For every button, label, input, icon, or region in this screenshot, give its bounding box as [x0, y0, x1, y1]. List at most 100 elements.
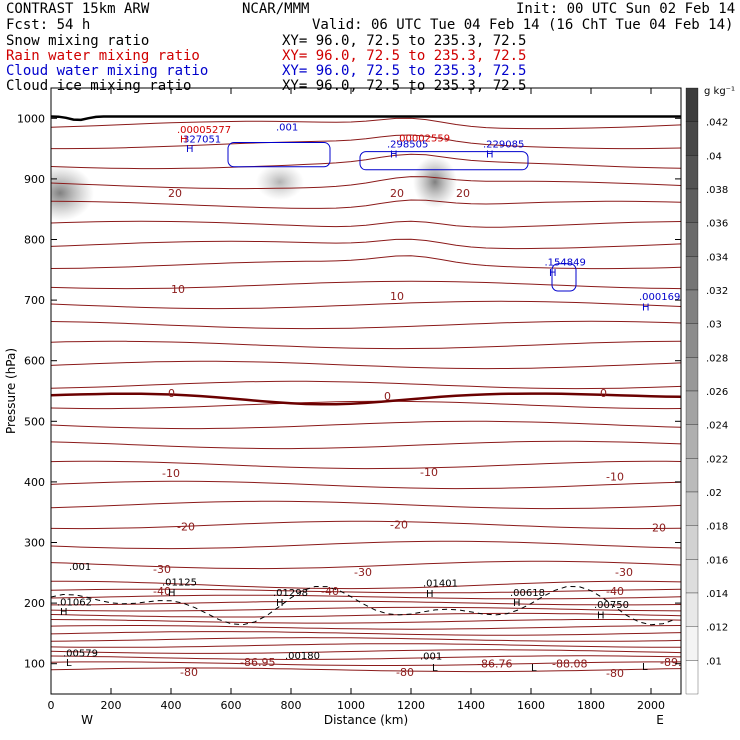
snow-ice-label: H: [60, 607, 68, 618]
colorbar-tick-label: .032: [706, 286, 728, 297]
isotherm-line: [51, 520, 681, 530]
isotherm-line: [51, 643, 681, 648]
isotherm-line: [51, 594, 681, 600]
temperature-label: 20: [390, 187, 404, 200]
temperature-label: 10: [171, 283, 185, 296]
shaded-max: [256, 164, 304, 200]
temperature-label: -30: [615, 566, 633, 579]
cloud-ice-contour: [51, 585, 676, 626]
x-tick-label: 2000: [637, 699, 665, 712]
colorbar-segment: [685, 87, 699, 122]
temperature-label: -88.08: [552, 657, 587, 670]
colorbar-segment: [685, 323, 699, 358]
colorbar-tick-label: .022: [706, 454, 728, 465]
colorbar-tick-label: .028: [706, 353, 728, 364]
isotherm-line: [51, 153, 681, 170]
isotherm-line: [51, 649, 681, 654]
west-label: W: [81, 713, 93, 727]
temperature-label: -10: [420, 466, 438, 479]
temperature-label: -20: [177, 520, 195, 533]
temperature-label: -30: [153, 563, 171, 576]
isotherm-line: [51, 238, 681, 250]
cloud-water-label: H: [186, 144, 194, 155]
zero-isotherm: [51, 392, 681, 406]
snow-ice-label: H: [168, 588, 176, 599]
colorbar-unit: g kg⁻¹: [704, 86, 735, 97]
institution: NCAR/MMM: [242, 1, 309, 17]
snow-ice-label: H: [276, 598, 284, 609]
temperature-label: -10: [606, 471, 624, 484]
y-tick-label: 800: [24, 234, 45, 247]
field-label: Cloud ice mixing ratio: [6, 78, 191, 94]
colorbar-segment: [685, 289, 699, 324]
colorbar-segment: [685, 525, 699, 560]
isotherm-line: [51, 612, 681, 618]
east-label: E: [656, 713, 664, 727]
y-tick-label: 200: [24, 597, 45, 610]
snow-ice-label: H: [597, 610, 605, 621]
colorbar-tick-label: .01: [706, 656, 722, 667]
x-tick-label: 0: [48, 699, 55, 712]
cloud-water-label: H: [549, 268, 557, 279]
colorbar: .042 .04 .038 .036 .034 .032 .03 .028 .026 .024 .0…: [685, 87, 728, 695]
isotherm-line: [51, 637, 681, 642]
colorbar-segment: [685, 222, 699, 257]
field-xy: XY= 96.0, 72.5 to 235.3, 72.5: [282, 48, 526, 64]
temperature-label: 0: [600, 387, 607, 400]
isotherm-line: [51, 134, 681, 150]
colorbar-tick-label: .04: [706, 151, 722, 162]
x-tick-label: 400: [161, 699, 182, 712]
isotherm-line: [51, 480, 681, 490]
isotherm-line: [51, 420, 681, 430]
cloud-water-label: .229085: [483, 139, 524, 150]
isotherm-line: [51, 380, 681, 390]
snow-ice-label: L: [66, 658, 72, 669]
temperature-label: 0: [384, 390, 391, 403]
isotherm-line: [51, 280, 681, 290]
field-label: Rain water mixing ratio: [6, 48, 200, 64]
temperature-label: -89.73: [660, 656, 695, 669]
temperature-label: -86.76: [477, 657, 512, 670]
y-tick-label: 500: [24, 415, 45, 428]
colorbar-segment: [685, 559, 699, 594]
colorbar-segment: [685, 256, 699, 291]
x-tick-label: 600: [221, 699, 242, 712]
isotherm-line: [51, 580, 681, 590]
isotherm-line: [51, 625, 681, 630]
theta-contours: [51, 115, 681, 673]
isotherm-line: [51, 600, 681, 606]
temperature-label: -20: [390, 519, 408, 532]
axes: 0 200 400 600 800 1000 1200 1400 1600 1800 2000100…: [17, 88, 681, 712]
isotherm-line: [51, 400, 681, 410]
isotherm-line: [51, 619, 681, 624]
model-title: CONTRAST 15km ARW: [6, 1, 150, 17]
cloud-water-label: H: [390, 150, 398, 161]
y-tick-label: 300: [24, 537, 45, 550]
colorbar-segment: [685, 660, 699, 695]
y-tick-label: 400: [24, 476, 45, 489]
snow-ice-label: .001: [69, 562, 91, 573]
colorbar-tick-label: .014: [706, 589, 728, 600]
isotherm-line: [51, 631, 681, 636]
rain-label: .00002559: [396, 133, 450, 144]
y-tick-label: 900: [24, 173, 45, 186]
temperature-label: -20: [648, 522, 666, 535]
temperature-label: 10: [390, 290, 404, 303]
colorbar-segment: [685, 458, 699, 493]
contour-labels: -80 -80 -80 -86.95 -86.76 -88.08 -89.73 -40 -40 -…: [57, 122, 695, 680]
temperature-label: -86.95: [240, 656, 275, 669]
isotherm-line: [51, 117, 681, 130]
surface-line: [51, 115, 681, 122]
snow-ice-label: H: [513, 598, 521, 609]
colorbar-tick-label: .02: [706, 488, 722, 499]
colorbar-tick-label: .036: [706, 219, 728, 230]
cloud-water-contour: [227, 142, 331, 168]
rain-label: H: [180, 135, 188, 146]
cloud-water-contour: [551, 263, 577, 292]
x-tick-label: 1200: [397, 699, 425, 712]
y-axis-label: Pressure (hPa): [4, 348, 18, 434]
isotherm-line: [51, 199, 681, 209]
temperature-label: 20: [456, 187, 470, 200]
shaded-max: [51, 165, 94, 221]
isotherm-line: [51, 320, 681, 330]
